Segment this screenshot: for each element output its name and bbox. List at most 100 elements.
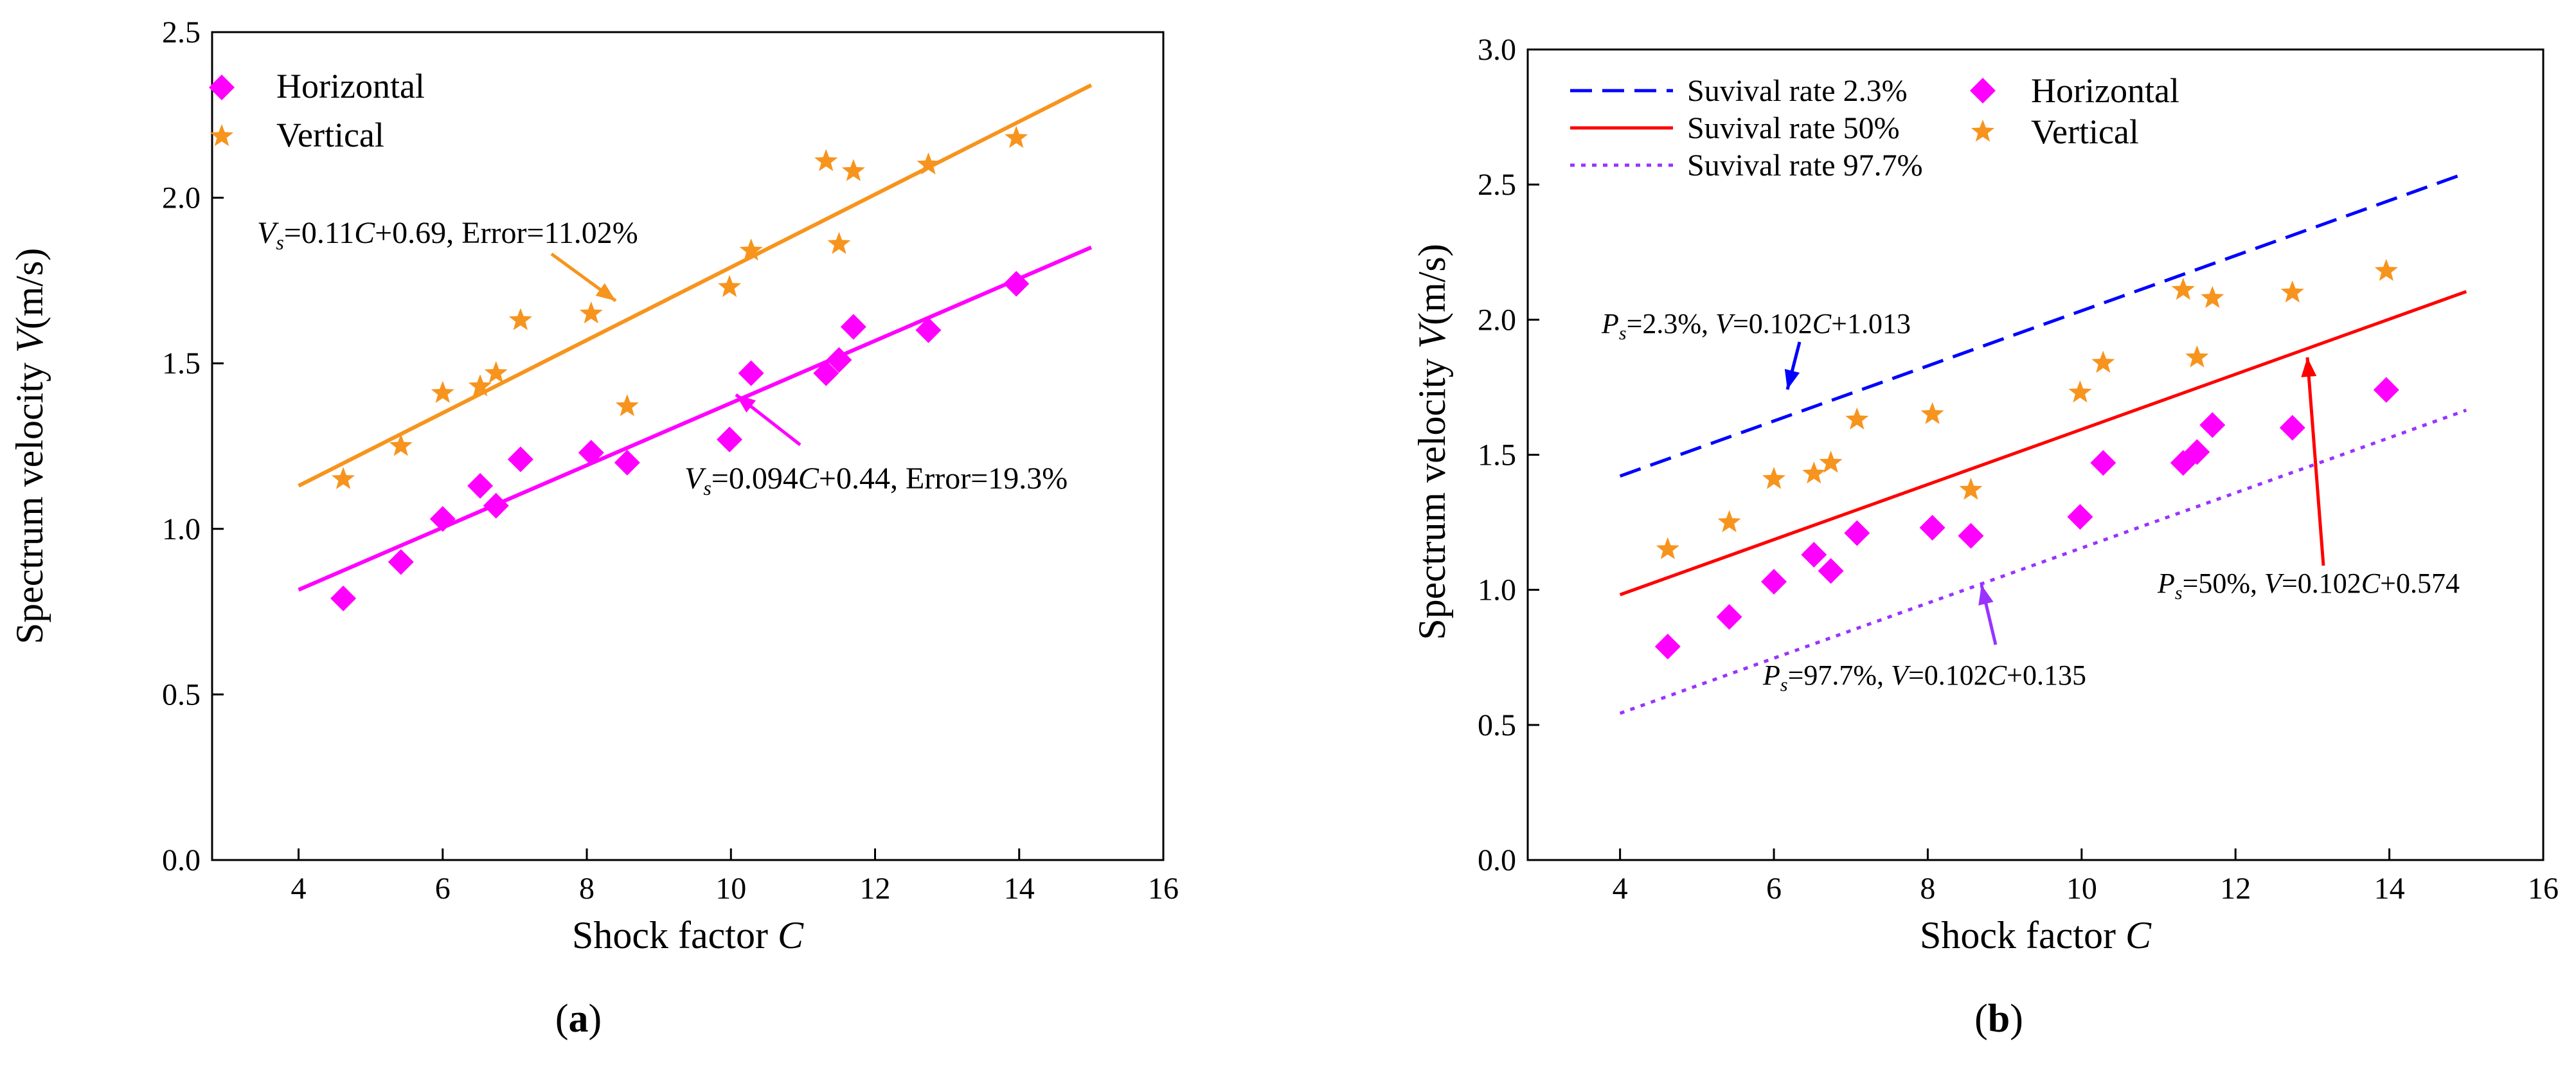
x-axis-label-text: Shock factor — [1920, 914, 2125, 956]
anno-var: V — [1715, 308, 1736, 339]
data-point-horizontal — [813, 360, 839, 386]
caption-paren: ( — [555, 997, 569, 1041]
data-point-horizontal — [467, 472, 494, 499]
y-axis-label-unit: (m/s) — [1411, 244, 1453, 325]
x-tick-label: 6 — [435, 872, 451, 906]
survival-line-2 — [1619, 408, 2467, 715]
data-point-horizontal — [1654, 633, 1681, 659]
data-point-horizontal — [840, 314, 866, 340]
caption-letter: b — [1988, 997, 2010, 1041]
data-point-horizontal — [2184, 439, 2210, 465]
x-axis-label-var: C — [778, 914, 804, 956]
data-point-horizontal — [429, 506, 456, 532]
data-point-horizontal — [578, 440, 604, 466]
data-point-vertical — [579, 301, 603, 324]
data-point-horizontal — [915, 317, 942, 343]
data-point-horizontal — [507, 446, 533, 472]
data-point-vertical — [484, 361, 508, 383]
data-point-vertical — [2280, 280, 2304, 303]
annotation-arrow-vertical-head — [595, 283, 616, 301]
anno-var: C — [354, 216, 375, 250]
anno-var: C — [1988, 659, 2007, 691]
data-point-vertical — [2091, 350, 2115, 373]
x-tick-label: 12 — [860, 872, 891, 906]
anno-text: =0.102 — [1733, 308, 1812, 339]
y-tick-label: 1.5 — [1478, 438, 1516, 472]
fit-line-horizontal — [298, 246, 1093, 592]
y-tick-label: 0.0 — [1478, 843, 1516, 877]
data-point-horizontal — [1716, 604, 1742, 630]
anno-text: =0.102 — [1908, 659, 1988, 691]
anno-var: V — [684, 462, 706, 496]
data-point-vertical — [615, 394, 639, 417]
anno-text: =2.3%, — [1627, 308, 1715, 339]
x-axis-label-text: Shock factor — [572, 914, 778, 956]
plot-frame — [211, 31, 1165, 861]
data-point-vertical — [389, 434, 413, 456]
anno-var: V — [2264, 568, 2285, 599]
x-tick-label: 8 — [579, 872, 595, 906]
y-tick-label: 1.0 — [1478, 573, 1516, 607]
y-tick-label: 2.5 — [162, 15, 201, 49]
data-point-horizontal — [2090, 450, 2116, 476]
data-point-vertical — [1802, 461, 1826, 484]
anno-var: C — [1812, 308, 1832, 339]
annotation-survival-1: Ps=50%, V=0.102C+0.574 — [2157, 568, 2460, 604]
legend-label-horizontal: Horizontal — [276, 67, 425, 105]
legend-marker-horizontal — [209, 75, 235, 100]
data-point-horizontal — [717, 426, 743, 453]
data-point-vertical — [1920, 402, 1944, 424]
legend-marker-vertical — [1971, 120, 1995, 142]
data-point-vertical — [1845, 407, 1869, 430]
legend-label-vertical: Vertical — [2031, 112, 2139, 151]
y-tick-label: 1.5 — [162, 346, 201, 381]
x-tick-label: 14 — [1004, 872, 1035, 906]
y-axis-label-text: Spectrum velocity — [8, 353, 51, 644]
legend-label-horizontal: Horizontal — [2031, 71, 2179, 110]
legend-marker-vertical — [210, 124, 234, 147]
data-point-vertical — [2171, 278, 2195, 300]
legend-label-line-2: Suvival rate 97.7% — [1687, 148, 1923, 183]
data-point-horizontal — [1844, 520, 1870, 546]
anno-text: +0.44, Error=19.3% — [819, 462, 1068, 496]
annotation-arrow-1-shaft — [2305, 357, 2325, 566]
data-point-vertical — [2185, 345, 2209, 368]
chart-panel-a: 4 6 8 10 12 14 16 0.0 0.5 1.0 1.5 2.0 2.5 Shock facto… — [8, 15, 1179, 1041]
annotation-arrow-1-head — [2301, 357, 2317, 377]
annotation-horizontal-fit: Vs=0.094C+0.44, Error=19.3% — [684, 462, 1068, 499]
caption-paren: ( — [1974, 997, 1988, 1041]
data-point-horizontal — [1818, 558, 1844, 584]
x-axis-label-var: C — [2125, 914, 2152, 956]
y-tick-label: 0.5 — [1478, 708, 1516, 742]
caption-paren: ) — [2010, 997, 2023, 1041]
y-tick-label: 2.5 — [1478, 168, 1516, 202]
data-point-vertical — [431, 381, 454, 403]
anno-var: C — [798, 462, 819, 496]
y-axis-label-var: V — [1411, 321, 1453, 349]
anno-text: +0.135 — [2007, 659, 2086, 691]
data-point-vertical — [814, 148, 838, 172]
data-point-vertical — [827, 231, 851, 255]
data-point-vertical — [2201, 285, 2224, 309]
x-tick-label: 4 — [1613, 872, 1628, 906]
panel-caption: (b) — [1974, 997, 2023, 1041]
annotation-survival-2: Ps=97.7%, V=0.102C+0.135 — [1762, 659, 2086, 695]
anno-var: V — [1891, 659, 1911, 691]
anno-text: =50%, — [2183, 568, 2264, 599]
chart-panel-b: 4 6 8 10 12 14 16 0.0 0.5 1.0 1.5 2.0 2.5 3.0 Shock fa… — [1411, 33, 2559, 1041]
y-tick-label: 2.0 — [162, 181, 201, 215]
data-point-vertical — [1819, 451, 1843, 473]
annotation-survival-0: Ps=2.3%, V=0.102C+1.013 — [1601, 308, 1911, 344]
y-tick-label: 1.0 — [162, 512, 201, 546]
x-tick-label: 4 — [291, 872, 307, 906]
anno-text: +0.574 — [2380, 568, 2460, 599]
anno-sub: s — [1619, 323, 1627, 344]
annotation-arrow-0-head — [1784, 368, 1800, 390]
data-point-horizontal — [738, 360, 764, 386]
data-point-vertical — [917, 152, 940, 175]
anno-sub: s — [703, 476, 711, 499]
anno-var: P — [1762, 659, 1780, 691]
data-point-vertical — [841, 159, 865, 181]
x-tick-label: 16 — [1148, 872, 1179, 906]
